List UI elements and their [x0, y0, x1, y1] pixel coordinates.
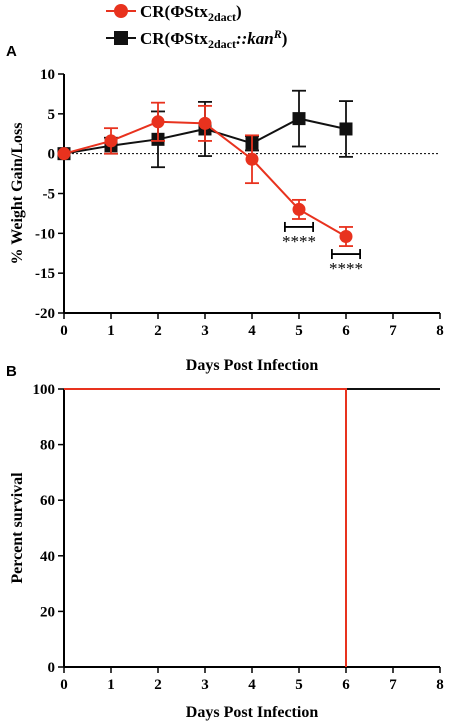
x-tick-label: 6: [342, 677, 350, 693]
x-tick-label: 2: [154, 323, 162, 339]
data-point: [151, 115, 165, 129]
data-point: [339, 230, 353, 244]
data-point: [104, 134, 118, 148]
y-tick-label: 20: [40, 604, 55, 620]
data-point: [292, 202, 306, 216]
x-tick-label: 3: [201, 323, 209, 339]
y-tick-label: 10: [40, 67, 55, 83]
x-tick-label: 2: [154, 677, 162, 693]
y-tick-label: 80: [40, 438, 55, 454]
y-axis-label: % Weight Gain/Loss: [9, 123, 26, 265]
y-axis-label: Percent survival: [9, 472, 26, 584]
survival-curve: [64, 388, 347, 667]
y-tick-label: -10: [35, 226, 55, 242]
x-tick-label: 8: [436, 323, 444, 339]
y-tick-label: 5: [48, 107, 56, 123]
x-tick-label: 1: [107, 323, 115, 339]
x-tick-label: 1: [107, 677, 115, 693]
x-tick-label: 3: [201, 677, 209, 693]
panel-label: A: [6, 43, 17, 60]
data-point: [339, 122, 353, 136]
x-tick-label: 7: [389, 323, 397, 339]
x-tick-label: 5: [295, 323, 303, 339]
data-point: [245, 152, 259, 166]
x-tick-label: 4: [248, 677, 256, 693]
y-tick-label: 0: [48, 147, 56, 163]
legend-marker-circle: [114, 4, 128, 18]
significance-label: ****: [329, 259, 363, 278]
x-tick-label: 8: [436, 677, 444, 693]
x-tick-label: 7: [389, 677, 397, 693]
data-point: [198, 116, 212, 130]
x-tick-label: 0: [60, 677, 68, 693]
x-tick-label: 4: [248, 323, 256, 339]
data-point: [57, 147, 71, 161]
x-tick-label: 6: [342, 323, 350, 339]
x-tick-label: 5: [295, 677, 303, 693]
x-axis-label: Days Post Infection: [186, 704, 319, 721]
y-tick-label: 40: [40, 549, 55, 565]
x-axis-label: Days Post Infection: [186, 357, 319, 374]
legend-label: CR(ΦStx2dact::kanR): [140, 27, 287, 51]
y-tick-label: -20: [35, 306, 55, 322]
y-tick-label: 100: [33, 382, 56, 398]
y-tick-label: -5: [43, 187, 56, 203]
significance-label: ****: [282, 232, 316, 251]
y-tick-label: -15: [35, 266, 55, 282]
data-point: [292, 112, 306, 126]
legend-label: CR(ΦStx2dact): [140, 2, 242, 24]
y-tick-label: 60: [40, 493, 55, 509]
legend-marker-square: [114, 31, 128, 45]
x-tick-label: 0: [60, 323, 68, 339]
panel-label: B: [6, 363, 17, 380]
y-tick-label: 0: [48, 660, 56, 676]
